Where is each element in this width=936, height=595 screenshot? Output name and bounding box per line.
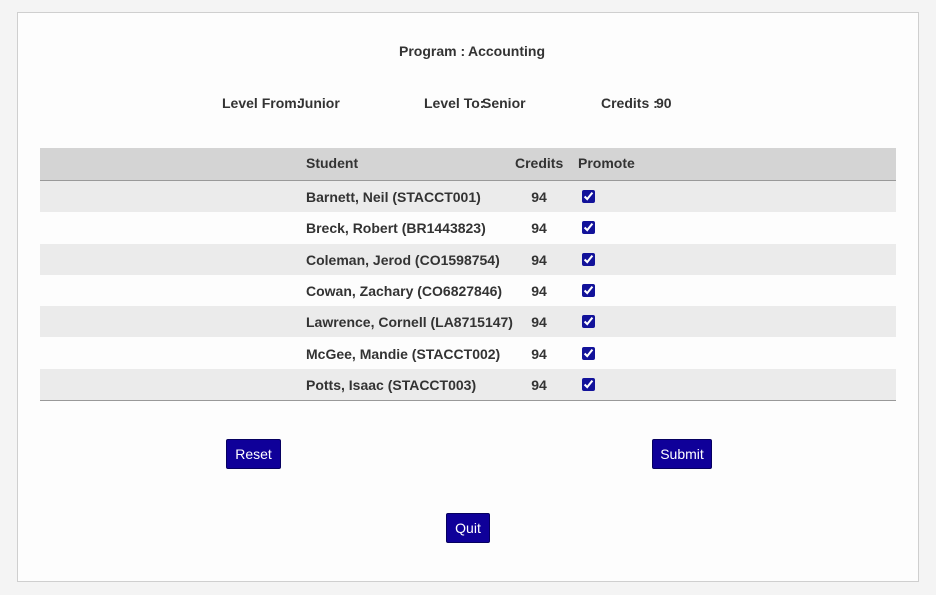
student-credits: 94 xyxy=(531,314,547,331)
program-value: Accounting xyxy=(468,43,545,59)
field-label: Level From: xyxy=(222,95,302,111)
column-header: Promote xyxy=(578,155,635,171)
student-name: McGee, Mandie (STACCT002) xyxy=(306,345,501,362)
student-credits: 94 xyxy=(531,282,547,299)
student-name: Potts, Isaac (STACCT003) xyxy=(306,376,477,393)
panel xyxy=(17,12,919,582)
reset-button[interactable]: Reset xyxy=(226,439,281,469)
table-row xyxy=(40,243,896,275)
table-header xyxy=(40,148,896,181)
promote-checkbox[interactable] xyxy=(582,346,595,360)
student-name: Lawrence, Cornell (LA8715147) xyxy=(306,314,513,331)
promote-checkbox[interactable] xyxy=(582,377,595,391)
student-name: Breck, Robert (BR1443823) xyxy=(306,220,486,237)
promote-checkbox[interactable] xyxy=(582,252,595,266)
table-row xyxy=(40,181,896,212)
promote-checkbox[interactable] xyxy=(582,221,595,235)
table-bottom-border xyxy=(40,400,896,401)
student-credits: 94 xyxy=(531,189,547,205)
field-value: Senior xyxy=(482,95,526,111)
promote-checkbox[interactable] xyxy=(582,283,595,297)
column-header: Credits xyxy=(515,155,564,171)
student-name: Cowan, Zachary (CO6827846) xyxy=(306,282,503,299)
promote-checkbox[interactable] xyxy=(582,190,595,203)
field-value: Junior xyxy=(297,95,340,111)
student-name: Barnett, Neil (STACCT001) xyxy=(306,189,481,205)
field-label: Level To: xyxy=(424,95,485,111)
table-row xyxy=(40,306,896,338)
promote-checkbox[interactable] xyxy=(582,315,595,329)
program-label: Program : xyxy=(399,43,466,59)
submit-button[interactable]: Submit xyxy=(652,439,712,469)
student-credits: 94 xyxy=(531,345,547,362)
field-value: 90 xyxy=(656,95,672,111)
student-credits: 94 xyxy=(531,220,547,237)
student-credits: 94 xyxy=(531,376,547,393)
table-row xyxy=(40,368,896,400)
quit-button[interactable]: Quit xyxy=(446,513,490,543)
field-label: Credits : xyxy=(601,95,658,111)
student-name: Coleman, Jerod (CO1598754) xyxy=(306,251,500,268)
student-credits: 94 xyxy=(531,251,547,268)
column-header: Student xyxy=(306,155,359,171)
